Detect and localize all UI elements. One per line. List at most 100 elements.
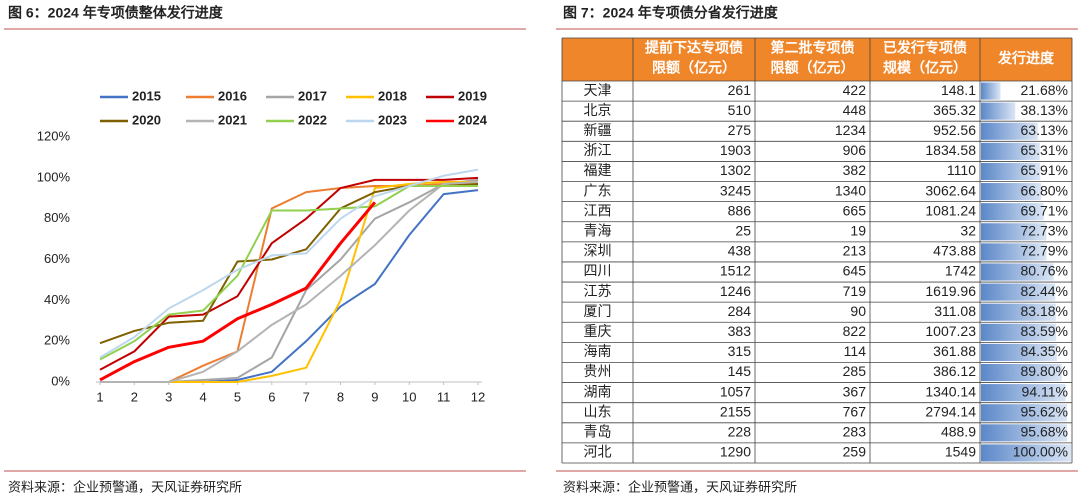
row-label: 重庆 — [584, 323, 612, 339]
progress-bar — [981, 183, 1042, 201]
cell: 1512 — [720, 263, 751, 279]
cell: 80.76% — [1021, 263, 1068, 279]
row-label: 青岛 — [584, 424, 612, 440]
progress-bar — [981, 142, 1040, 160]
x-tick-label: 4 — [199, 389, 206, 404]
row-label: 福建 — [584, 162, 612, 178]
cell: 1290 — [720, 444, 751, 460]
cell: 1057 — [720, 383, 751, 399]
cell: 1742 — [945, 263, 976, 279]
cell: 3062.64 — [925, 182, 976, 198]
x-tick-label: 3 — [165, 389, 172, 404]
cell: 228 — [728, 424, 752, 440]
y-tick-label: 120% — [37, 128, 71, 143]
progress-bar — [981, 122, 1038, 140]
cell: 719 — [843, 283, 867, 299]
cell: 1834.58 — [925, 142, 976, 158]
cell: 283 — [843, 424, 867, 440]
cell: 1110 — [947, 162, 976, 178]
y-tick-label: 40% — [44, 292, 70, 307]
cell: 21.68% — [1021, 82, 1068, 98]
cell: 3245 — [720, 182, 751, 198]
x-tick-label: 2 — [131, 389, 138, 404]
y-tick-label: 60% — [44, 251, 70, 266]
cell: 767 — [843, 403, 867, 419]
cell: 383 — [728, 323, 752, 339]
legend-label: 2019 — [458, 88, 487, 103]
cell: 261 — [728, 82, 752, 98]
cell: 1234 — [835, 122, 866, 138]
cell: 72.79% — [1021, 243, 1068, 259]
legend-label: 2016 — [218, 88, 247, 103]
cell: 100.00% — [1013, 444, 1068, 460]
progress-bar — [981, 102, 1016, 120]
series-line — [99, 201, 377, 382]
cell: 82.44% — [1021, 283, 1068, 299]
cell: 886 — [728, 202, 752, 218]
cell: 94.11% — [1022, 383, 1068, 399]
row-label: 海南 — [584, 343, 612, 359]
cell: 145 — [728, 363, 752, 379]
header-cell: 发行进度 — [997, 50, 1055, 66]
cell: 906 — [843, 142, 867, 158]
x-tick-label: 8 — [337, 389, 344, 404]
row-label: 四川 — [584, 263, 612, 279]
progress-bar — [981, 404, 1068, 422]
legend-label: 2017 — [298, 88, 327, 103]
progress-bar — [981, 243, 1047, 261]
cell: 382 — [843, 162, 867, 178]
progress-bar — [981, 424, 1068, 442]
cell: 114 — [844, 343, 867, 359]
cell: 90 — [850, 303, 866, 319]
cell: 89.80% — [1021, 363, 1068, 379]
cell: 1903 — [720, 142, 751, 158]
legend-label: 2020 — [132, 112, 161, 127]
cell: 422 — [843, 82, 867, 98]
cell: 275 — [728, 122, 752, 138]
progress-bar — [981, 303, 1056, 321]
row-label: 深圳 — [584, 243, 612, 259]
progress-bar — [981, 283, 1056, 301]
cell: 38.13% — [1021, 102, 1068, 118]
cell: 361.88 — [933, 343, 976, 359]
cell: 665 — [843, 202, 867, 218]
cell: 1549 — [945, 444, 976, 460]
cell: 1340.14 — [925, 383, 976, 399]
row-label: 河北 — [584, 444, 612, 460]
header-cell: 已发行专项债 — [883, 40, 967, 56]
progress-bar — [981, 444, 1071, 462]
row-label: 江苏 — [584, 283, 612, 299]
cell: 822 — [843, 323, 867, 339]
legend-label: 2021 — [218, 112, 247, 127]
row-label: 贵州 — [584, 363, 612, 379]
row-label: 江西 — [584, 202, 612, 218]
cell: 83.59% — [1021, 323, 1068, 339]
x-tick-label: 6 — [268, 389, 275, 404]
progress-bar — [981, 162, 1041, 181]
y-tick-label: 20% — [44, 333, 70, 348]
progress-bar — [981, 323, 1057, 341]
progress-bar — [981, 82, 1001, 100]
cell: 19 — [850, 222, 866, 238]
cell: 1081.24 — [925, 202, 976, 218]
cell: 95.68% — [1021, 424, 1068, 440]
cell: 311.08 — [934, 303, 976, 319]
table-title: 图 7：2024 年专项债分省发行进度 — [563, 5, 779, 21]
progress-bar — [981, 384, 1066, 402]
table-header — [562, 38, 1072, 81]
row-label: 广东 — [584, 182, 612, 198]
x-tick-label: 5 — [234, 389, 241, 404]
x-tick-label: 11 — [437, 389, 451, 404]
cell: 510 — [728, 102, 752, 118]
progress-bar — [981, 203, 1044, 221]
cell: 1246 — [720, 283, 751, 299]
cell: 488.9 — [941, 424, 976, 440]
progress-bar — [981, 363, 1062, 382]
row-label: 浙江 — [584, 142, 612, 158]
header-cell: 规模（亿元） — [883, 60, 967, 76]
y-tick-label: 0% — [51, 373, 70, 388]
cell: 63.13% — [1021, 122, 1068, 138]
cell: 952.56 — [933, 122, 976, 138]
legend-label: 2015 — [132, 88, 161, 103]
